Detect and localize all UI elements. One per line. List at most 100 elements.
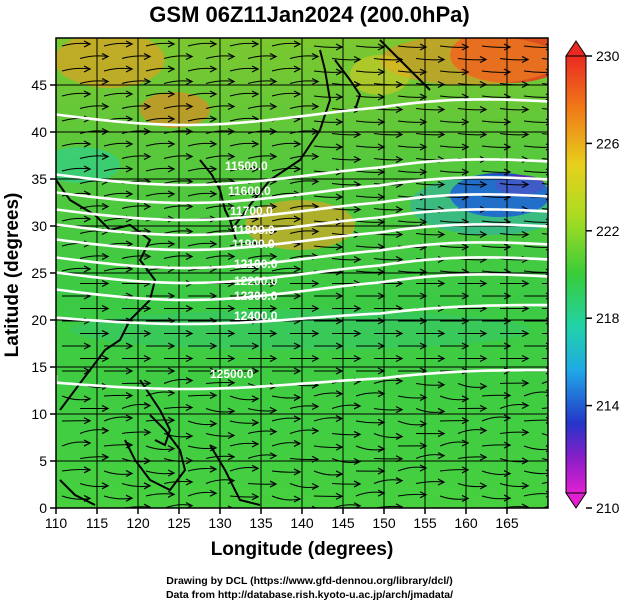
streamline-arrow: [395, 130, 404, 139]
streamline-arrow: [521, 379, 530, 387]
streamline-arrow: [209, 65, 218, 73]
streamline-arrow: [437, 230, 446, 239]
streamline: [373, 479, 403, 484]
streamline-arrow: [503, 43, 512, 51]
streamline-arrow: [521, 329, 530, 338]
streamline-arrow: [479, 453, 488, 461]
streamline-arrow: [521, 230, 530, 239]
warm-region-northwest: [56, 38, 165, 88]
streamline: [331, 133, 361, 136]
streamline: [313, 145, 343, 148]
streamline: [415, 58, 445, 61]
streamline: [439, 469, 469, 472]
streamline: [229, 420, 259, 424]
streamline: [439, 170, 469, 173]
streamline-arrow: [227, 77, 236, 86]
streamline: [481, 245, 511, 248]
streamline: [541, 183, 548, 185]
streamline-arrow: [335, 292, 344, 300]
streamline: [289, 130, 319, 134]
streamline: [289, 80, 319, 84]
streamline: [499, 58, 529, 61]
streamline-arrow: [479, 482, 488, 490]
streamline-arrow: [293, 40, 302, 48]
streamline: [355, 420, 385, 424]
streamline-arrow: [503, 441, 512, 449]
streamline: [499, 458, 529, 463]
streamline-arrow: [437, 80, 446, 89]
streamline-arrow: [101, 507, 104, 508]
streamline-arrow: [377, 193, 386, 201]
streamline-arrow: [101, 252, 110, 261]
streamline: [271, 42, 301, 47]
streamline: [373, 379, 403, 384]
streamline: [523, 493, 548, 497]
streamline: [163, 379, 193, 384]
streamline: [439, 45, 469, 48]
streamline-arrow: [185, 102, 194, 111]
streamline: [541, 83, 548, 85]
streamline: [61, 495, 91, 500]
streamline-arrow: [353, 329, 362, 338]
warm-patch-west: [140, 92, 210, 128]
streamline: [355, 245, 385, 248]
y-axis-ticks: 0 5 10 15 20 25 30 35 40 45: [31, 77, 56, 516]
streamline-arrow: [419, 342, 428, 350]
streamline: [457, 133, 487, 136]
streamline-arrow: [419, 68, 428, 76]
streamline-arrow: [503, 342, 512, 350]
streamline: [355, 120, 385, 123]
contour-label: 11600.0: [228, 184, 271, 198]
streamline: [415, 408, 445, 413]
streamline-arrow: [503, 118, 512, 126]
streamline: [523, 95, 548, 98]
height-contour: [56, 273, 548, 302]
cool-ring: [410, 175, 548, 235]
streamline: [523, 45, 548, 48]
streamline: [499, 506, 529, 508]
streamline-arrow: [101, 404, 110, 413]
streamline: [187, 445, 217, 449]
height-contour: [56, 223, 548, 252]
streamline: [541, 158, 548, 160]
x-tick-label: 150: [372, 515, 396, 531]
streamline-arrow: [269, 152, 278, 161]
streamline-arrow: [293, 265, 302, 273]
streamline-arrow: [143, 52, 152, 61]
height-contour: [56, 176, 548, 205]
streamline-arrow: [479, 329, 488, 338]
streamline-arrow: [377, 93, 386, 101]
streamline: [145, 117, 175, 122]
streamline-arrow: [479, 80, 488, 89]
streamline: [541, 133, 548, 135]
streamline: [541, 407, 548, 409]
streamline: [247, 55, 277, 59]
streamline: [121, 483, 151, 488]
y-tick-label: 10: [31, 406, 47, 422]
streamline-arrow: [521, 105, 530, 114]
streamline: [145, 493, 175, 497]
streamline-arrow: [101, 52, 110, 61]
streamline: [271, 395, 301, 399]
streamline-arrow: [209, 140, 218, 148]
streamline-arrow: [353, 304, 362, 313]
streamline-arrow: [167, 240, 176, 248]
streamline: [271, 470, 301, 473]
colorbar-tick-label: 210: [596, 500, 619, 516]
colorbar-tick-label: 226: [596, 135, 619, 151]
streamline: [271, 417, 301, 422]
streamline: [541, 233, 548, 235]
streamline-arrow: [101, 102, 110, 111]
streamline-arrow: [479, 354, 488, 363]
streamline-arrow: [185, 202, 194, 211]
streamline: [103, 416, 133, 422]
streamline-arrow: [335, 367, 344, 375]
streamline-arrow: [311, 354, 320, 363]
height-contour: [56, 98, 548, 127]
streamline-arrow: [377, 292, 386, 300]
streamline-arrow: [227, 407, 236, 415]
streamline: [205, 55, 235, 59]
streamline: [121, 55, 151, 59]
streamline: [187, 42, 217, 47]
streamline: [313, 120, 343, 123]
